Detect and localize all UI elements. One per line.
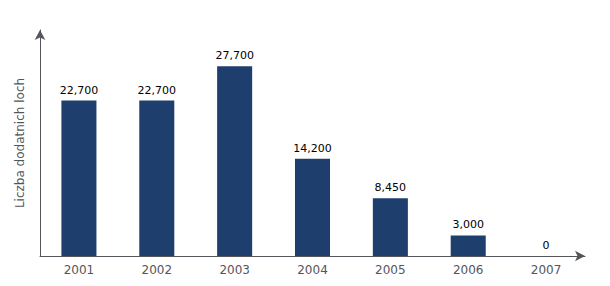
svg-text:Liczba dodatnich loch: Liczba dodatnich loch xyxy=(13,78,27,208)
svg-text:2006: 2006 xyxy=(453,263,484,277)
svg-text:3,000: 3,000 xyxy=(452,218,484,231)
svg-text:0: 0 xyxy=(543,239,550,252)
svg-text:2001: 2001 xyxy=(64,263,95,277)
svg-text:2002: 2002 xyxy=(142,263,173,277)
svg-text:2004: 2004 xyxy=(297,263,328,277)
svg-text:22,700: 22,700 xyxy=(60,84,99,97)
svg-text:22,700: 22,700 xyxy=(138,84,177,97)
svg-text:2005: 2005 xyxy=(375,263,406,277)
svg-text:2003: 2003 xyxy=(219,263,250,277)
svg-text:8,450: 8,450 xyxy=(375,181,407,194)
svg-text:14,200: 14,200 xyxy=(293,142,332,155)
svg-text:27,700: 27,700 xyxy=(215,49,254,62)
svg-text:2007: 2007 xyxy=(531,263,562,277)
